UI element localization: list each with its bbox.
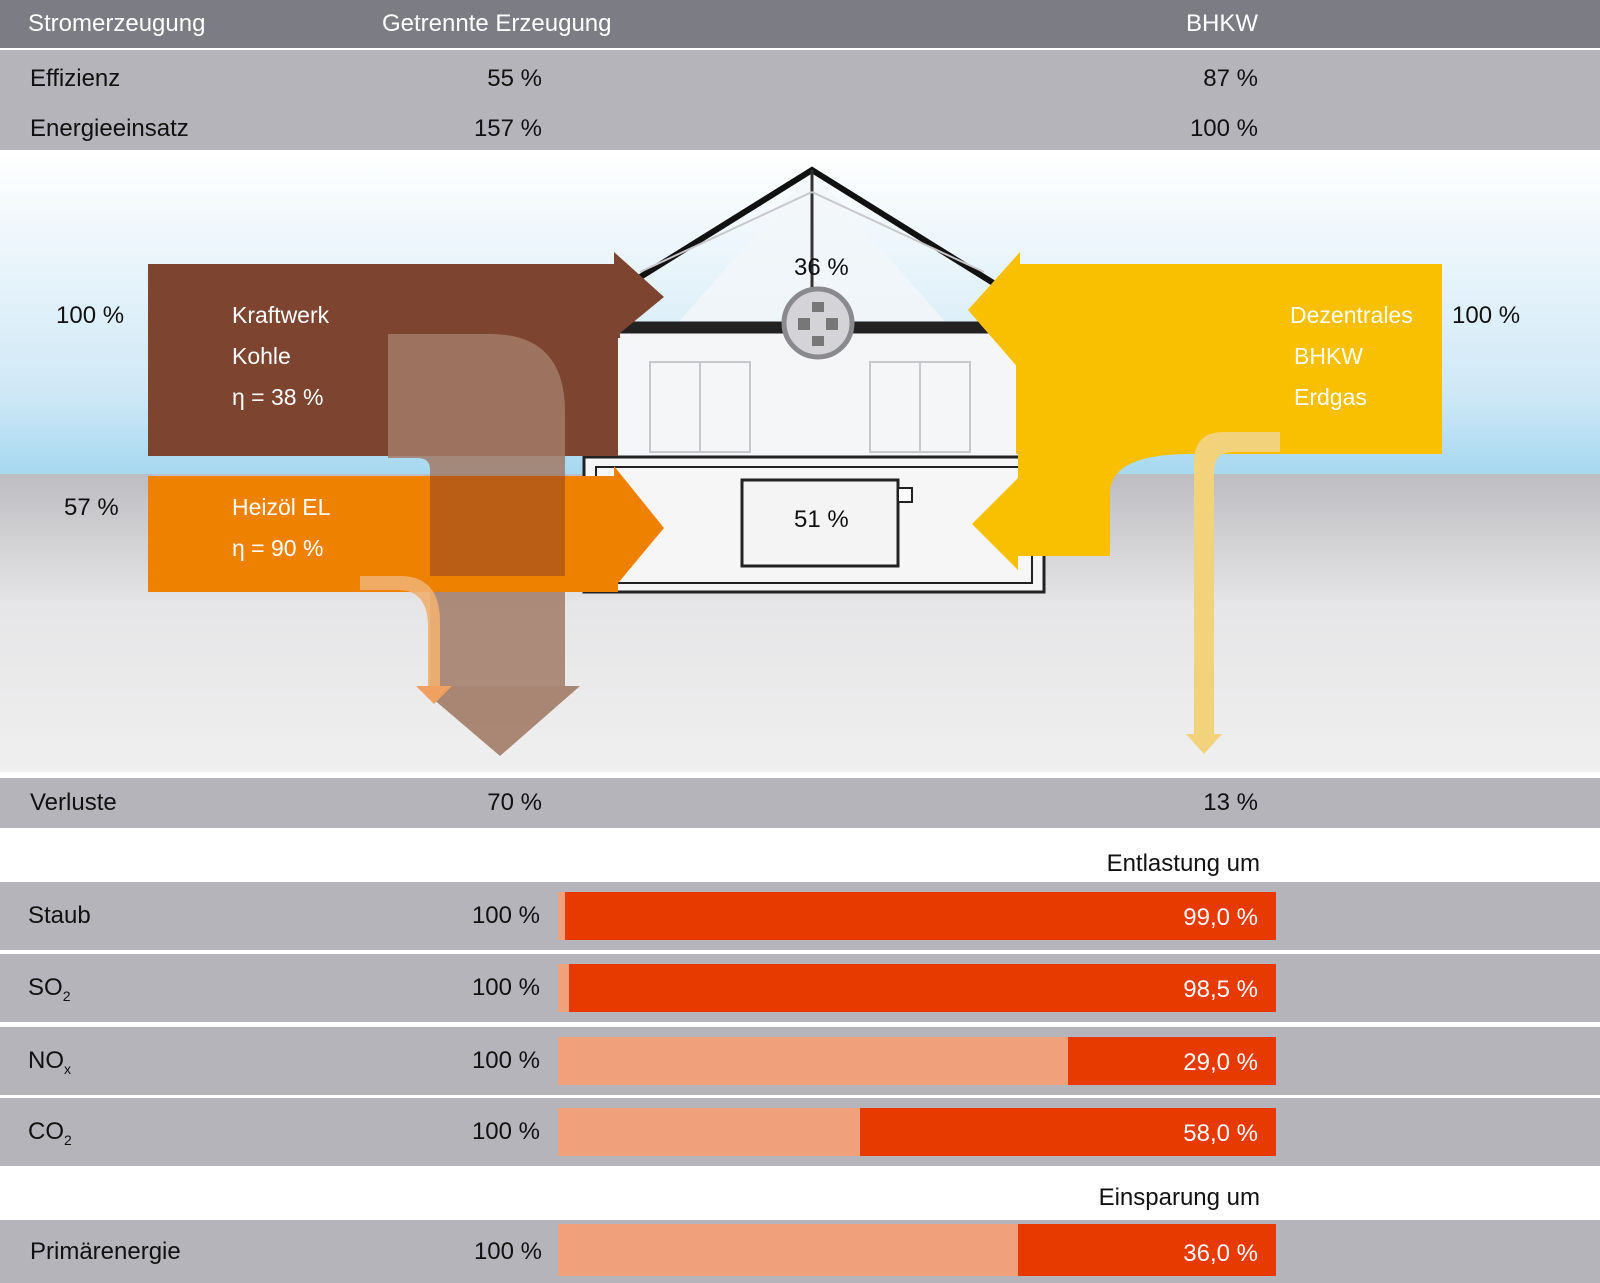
efficiency-label: Effizienz bbox=[30, 65, 121, 92]
savings-heading: Einsparung um bbox=[1098, 1184, 1260, 1211]
emission-reduction-value: 58,0 % bbox=[1183, 1120, 1258, 1147]
losses-chp-value: 13 % bbox=[1203, 789, 1258, 816]
emission-base-value: 100 % bbox=[471, 1118, 540, 1145]
header-separate-label: Getrennte Erzeugung bbox=[382, 10, 612, 37]
efficiency-chp-value: 87 % bbox=[1203, 65, 1258, 92]
emission-base-value: 100 % bbox=[471, 1047, 540, 1074]
losses-label: Verluste bbox=[30, 789, 117, 816]
heat-share: 51 % bbox=[794, 506, 849, 533]
radiator-icon bbox=[740, 478, 913, 568]
chp-flow bbox=[968, 252, 1442, 754]
table-header: Stromerzeugung Getrennte Erzeugung BHKW bbox=[0, 0, 1600, 48]
chp-line-name: BHKW bbox=[1294, 343, 1363, 369]
house-illustration bbox=[518, 166, 1106, 594]
primary-energy-label: Primärenergie bbox=[30, 1238, 181, 1265]
losses-band: Verluste 70 % 13 % bbox=[0, 778, 1600, 828]
oil-flow bbox=[148, 466, 664, 704]
primary-energy-reduction-value: 36,0 % bbox=[1183, 1240, 1258, 1267]
primary-energy-bar-reduction bbox=[1018, 1224, 1276, 1276]
chp-line-type: Dezentrales bbox=[1290, 302, 1413, 328]
coal-line-efficiency: η = 38 % bbox=[232, 384, 324, 410]
coal-line-plant: Kraftwerk bbox=[232, 302, 330, 328]
oil-input-percent: 57 % bbox=[64, 494, 119, 521]
coal-line-fuel: Kohle bbox=[232, 343, 291, 369]
emission-bar-reduction bbox=[1068, 1037, 1276, 1085]
primary-energy-row: Primärenergie 100 % 36,0 % bbox=[0, 1220, 1600, 1283]
losses-separate-value: 70 % bbox=[487, 789, 542, 816]
emission-row-co2: CO2 100 % 58,0 % bbox=[0, 1098, 1600, 1166]
relief-heading: Entlastung um bbox=[1106, 850, 1260, 877]
emission-label: CO2 bbox=[28, 1118, 72, 1148]
efficiency-band: Effizienz 55 % 87 % Energieeinsatz 157 %… bbox=[0, 50, 1600, 150]
emission-reduction-value: 29,0 % bbox=[1183, 1049, 1258, 1076]
emission-row-nox: NOx 100 % 29,0 % bbox=[0, 1027, 1600, 1095]
energy-flow-diagram: 100 % Kraftwerk Kohle η = 38 % 57 % Heiz… bbox=[0, 152, 1600, 772]
emission-label: Staub bbox=[28, 902, 91, 929]
oil-line-fuel: Heizöl EL bbox=[232, 494, 331, 520]
emission-label: SO2 bbox=[28, 974, 71, 1004]
diagram-graphic bbox=[0, 152, 1600, 772]
emission-base-value: 100 % bbox=[471, 974, 540, 1001]
emission-row-so2: SO2 100 % 98,5 % bbox=[0, 954, 1600, 1022]
header-production-label: Stromerzeugung bbox=[28, 10, 206, 37]
oil-line-efficiency: η = 90 % bbox=[232, 535, 324, 561]
emission-reduction-value: 98,5 % bbox=[1183, 976, 1258, 1003]
coal-input-percent: 100 % bbox=[56, 302, 125, 329]
header-chp-label: BHKW bbox=[1186, 10, 1258, 37]
emission-row-dust: Staub 100 % 99,0 % bbox=[0, 882, 1600, 950]
energy-input-chp-value: 100 % bbox=[1189, 115, 1258, 142]
primary-energy-base-value: 100 % bbox=[473, 1238, 542, 1265]
energy-input-separate-value: 157 % bbox=[473, 115, 542, 142]
efficiency-separate-value: 55 % bbox=[487, 65, 542, 92]
electricity-share: 36 % bbox=[794, 254, 849, 281]
emission-bar-reduction bbox=[860, 1108, 1276, 1156]
emission-bar-reduction bbox=[569, 964, 1276, 1012]
emission-reduction-value: 99,0 % bbox=[1183, 904, 1258, 931]
emission-base-value: 100 % bbox=[471, 902, 540, 929]
socket-icon bbox=[781, 286, 855, 360]
chp-input-percent: 100 % bbox=[1452, 302, 1521, 329]
emission-label: NOx bbox=[28, 1047, 71, 1077]
energy-input-label: Energieeinsatz bbox=[30, 115, 189, 142]
chp-line-fuel: Erdgas bbox=[1294, 384, 1367, 410]
emission-bar-reduction bbox=[565, 892, 1276, 940]
